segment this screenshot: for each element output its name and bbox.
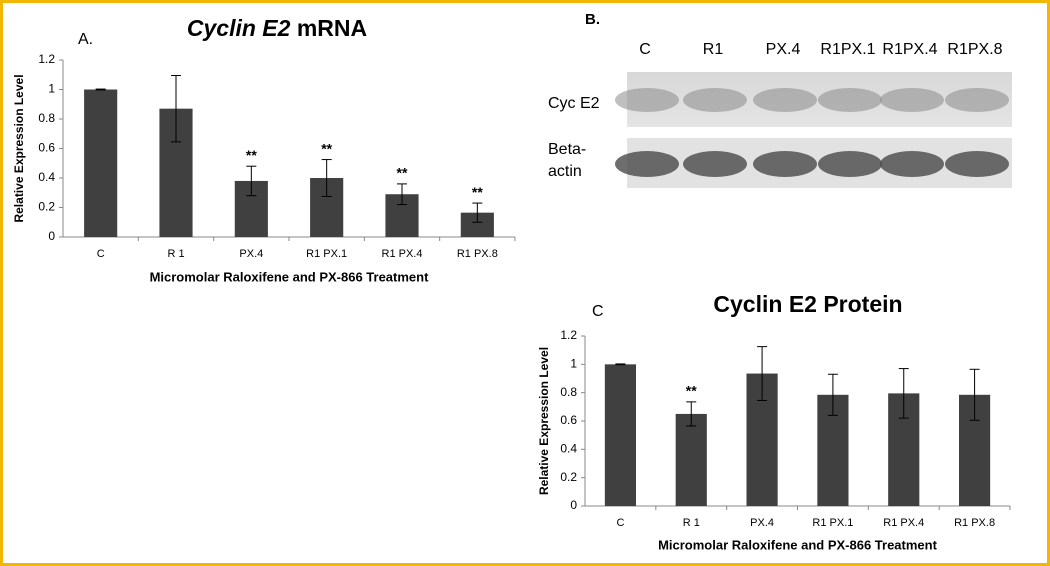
- y-tick-label: 0.4: [38, 170, 55, 184]
- lane-label: R1PX.4: [882, 41, 937, 58]
- row-label: Beta-: [548, 141, 586, 158]
- blot-band: [753, 151, 817, 177]
- blot-band: [615, 88, 679, 112]
- error-bar: [171, 74, 181, 143]
- lane-label: R1: [703, 41, 724, 58]
- y-tick-label: 1: [48, 82, 55, 96]
- y-tick-label: 0.2: [560, 470, 577, 484]
- error-bar: [898, 368, 909, 419]
- x-tick-label: C: [616, 517, 624, 529]
- x-tick-label: R1 PX.4: [883, 517, 924, 529]
- error-bar: [321, 159, 332, 197]
- y-tick-label: 0.4: [560, 442, 577, 456]
- blot-band: [945, 88, 1009, 112]
- panel-label: C: [592, 303, 604, 320]
- x-tick-label: PX.4: [750, 517, 774, 529]
- error-bar: [397, 183, 407, 206]
- x-tick-label: R1 PX.8: [954, 517, 995, 529]
- significance: **: [686, 383, 697, 399]
- blot-band: [880, 88, 944, 112]
- panel-label: B.: [585, 11, 600, 28]
- row-label: actin: [548, 163, 582, 180]
- significance: **: [472, 184, 483, 200]
- chart-title-text: mRNA: [297, 15, 367, 41]
- x-tick-label: R1 PX.8: [457, 248, 498, 260]
- bar: [84, 89, 118, 237]
- y-tick-label: 0.6: [38, 141, 55, 155]
- blot-band: [880, 151, 944, 177]
- y-tick-label: 0: [570, 498, 577, 512]
- chart-title: Cyclin E2 Protein: [713, 291, 902, 317]
- x-tick-label: R1 PX.4: [382, 248, 423, 260]
- bar: [675, 413, 707, 506]
- significance: **: [246, 147, 257, 163]
- blot-band: [818, 151, 882, 177]
- y-tick-label: 0.8: [38, 111, 55, 125]
- x-tick-label: R1 PX.1: [812, 517, 853, 529]
- significance: **: [321, 140, 332, 156]
- error-bar: [246, 165, 257, 197]
- panel-label: A.: [78, 31, 93, 48]
- lane-label: C: [639, 41, 651, 58]
- y-tick-label: 0.2: [38, 200, 55, 214]
- chart-title-text: Cyclin E2 Protein: [713, 291, 902, 317]
- y-axis-label: Relative Expression Level: [12, 74, 26, 222]
- y-tick-label: 0.8: [560, 385, 577, 399]
- error-bar: [615, 363, 626, 366]
- x-tick-label: R 1: [683, 517, 700, 529]
- y-tick-label: 1.2: [38, 52, 55, 66]
- blot-band: [683, 88, 747, 112]
- blot-band: [683, 151, 747, 177]
- significance: **: [397, 165, 408, 181]
- x-tick-label: C: [97, 248, 105, 260]
- lane-label: R1PX.1: [820, 41, 875, 58]
- chart-title: Cyclin E2 mRNA: [187, 15, 367, 41]
- y-tick-label: 0: [48, 229, 55, 243]
- blot-band: [818, 88, 882, 112]
- x-tick-label: PX.4: [239, 248, 263, 260]
- chart-title-italic: Cyclin E2: [187, 15, 291, 41]
- y-tick-label: 0.6: [560, 413, 577, 427]
- x-tick-label: R 1: [167, 248, 184, 260]
- blot-band: [753, 88, 817, 112]
- error-bar: [472, 202, 483, 223]
- error-bar: [969, 368, 980, 421]
- lane-label: R1PX.8: [947, 41, 1002, 58]
- y-tick-label: 1: [570, 357, 577, 371]
- y-axis-label: Relative Expression Level: [537, 347, 551, 495]
- x-axis-label: Micromolar Raloxifene and PX-866 Treatme…: [150, 269, 430, 284]
- bar: [604, 364, 636, 506]
- error-bar: [686, 401, 697, 427]
- blot-band: [615, 151, 679, 177]
- error-bar: [757, 346, 768, 401]
- error-bar: [827, 373, 838, 416]
- x-tick-label: R1 PX.1: [306, 248, 347, 260]
- error-bar: [95, 88, 106, 91]
- row-label: Cyc E2: [548, 95, 600, 112]
- x-axis-label: Micromolar Raloxifene and PX-866 Treatme…: [658, 537, 938, 552]
- lane-label: PX.4: [766, 41, 801, 58]
- y-tick-label: 1.2: [560, 328, 577, 342]
- blot-band: [945, 151, 1009, 177]
